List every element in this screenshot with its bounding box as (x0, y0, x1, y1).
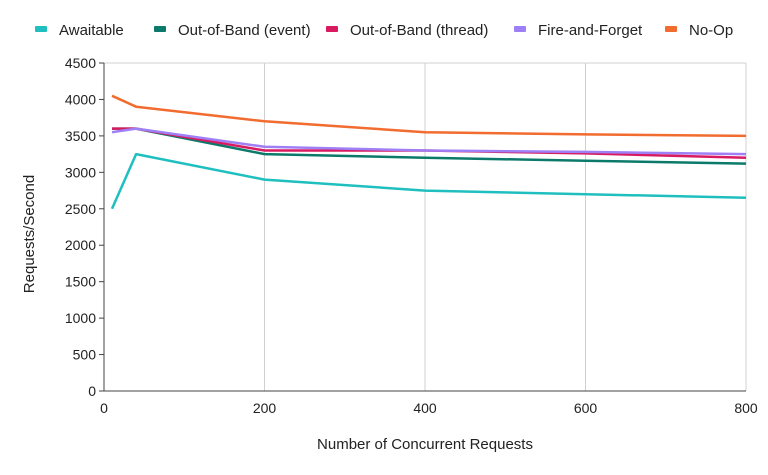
legend-swatch (35, 26, 47, 32)
legend-item-fire-and-forget: Fire-and-Forget (514, 22, 643, 39)
y-tick-label-3500: 3500 (65, 128, 96, 144)
series-line-no-op (111, 94, 747, 138)
x-tick-label-800: 800 (734, 400, 758, 416)
y-tick-label-1000: 1000 (65, 310, 96, 326)
x-tick-label-600: 600 (574, 400, 598, 416)
y-tick-label-2000: 2000 (65, 237, 96, 253)
x-axis-title: Number of Concurrent Requests (317, 436, 533, 453)
legend-item-awaitable: Awaitable (35, 22, 124, 39)
y-tick-label-500: 500 (73, 347, 97, 363)
y-tick-label-4500: 4500 (65, 55, 96, 71)
x-tick-label-200: 200 (253, 400, 277, 416)
legend-label: Out-of-Band (event) (178, 22, 311, 39)
y-tick-label-0: 0 (88, 383, 96, 399)
axes (103, 63, 746, 392)
legend-label: No-Op (689, 22, 733, 39)
x-axis-ticks: 0 200 400 600 800 (100, 400, 758, 416)
y-tick-label-2500: 2500 (65, 201, 96, 217)
legend-label: Fire-and-Forget (538, 22, 643, 39)
legend-label: Out-of-Band (thread) (350, 22, 488, 39)
legend-item-out-of-band-event: Out-of-Band (event) (154, 22, 311, 39)
x-tick-label-400: 400 (413, 400, 437, 416)
legend-item-out-of-band-thread: Out-of-Band (thread) (326, 22, 488, 39)
legend-swatch (326, 26, 338, 32)
y-tick-label-1500: 1500 (65, 274, 96, 290)
legend-swatch (154, 26, 166, 32)
legend-swatch (514, 26, 526, 32)
legend: Awaitable Out-of-Band (event) Out-of-Band … (35, 22, 733, 39)
legend-label: Awaitable (59, 22, 124, 39)
grid (104, 62, 747, 391)
series-line-awaitable (110, 152, 747, 210)
series-lines (110, 94, 747, 210)
series-line-fire-and-forget (111, 127, 747, 156)
y-axis-title: Requests/Second (21, 175, 38, 293)
y-tick-label-4000: 4000 (65, 91, 96, 107)
y-tick-label-3000: 3000 (65, 164, 96, 180)
x-tick-label-0: 0 (100, 400, 108, 416)
legend-item-no-op: No-Op (665, 22, 733, 39)
y-axis-ticks: 0 500 1000 1500 2000 2500 3000 3500 4000 4500 (65, 55, 104, 399)
legend-swatch (665, 26, 677, 32)
